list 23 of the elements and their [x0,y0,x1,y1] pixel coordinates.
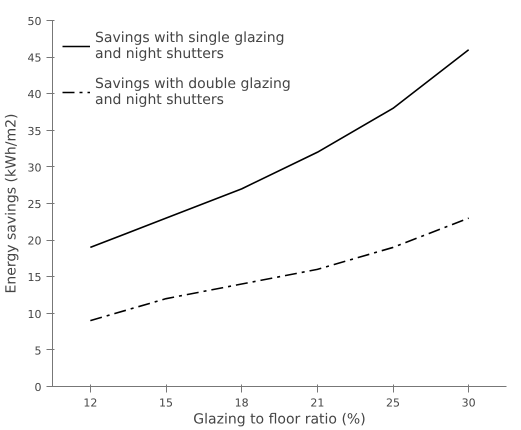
legend-label: Savings with single glazing and night shutters [95,30,285,62]
x-tick-label: 18 [234,396,249,410]
y-tick-label: 5 [34,344,42,358]
y-tick-label: 25 [28,198,42,211]
x-tick-label: 30 [462,396,476,410]
y-tick-label: 10 [28,308,42,321]
x-tick-label: 15 [159,396,173,410]
y-tick-label: 45 [28,52,42,65]
y-tick-label: 0 [34,381,42,394]
y-axis-title: Energy savings (kWh/m2) [4,113,20,294]
x-tick-label: 21 [310,396,324,410]
y-tick-label: 30 [28,161,42,174]
legend-label: Savings with double glazing and night shutters [95,76,291,108]
y-tick-label: 35 [28,124,42,138]
x-tick-label: 25 [386,396,400,410]
line-series [90,217,470,322]
x-axis-title: Glazing to floor ratio (%) [193,412,366,428]
y-tick-label: 20 [28,234,42,248]
line-series [90,48,470,248]
x-tick-label: 12 [83,396,98,410]
y-tick-label: 15 [28,271,42,284]
y-tick-label: 40 [28,88,42,102]
y-tick-label: 50 [28,15,42,28]
